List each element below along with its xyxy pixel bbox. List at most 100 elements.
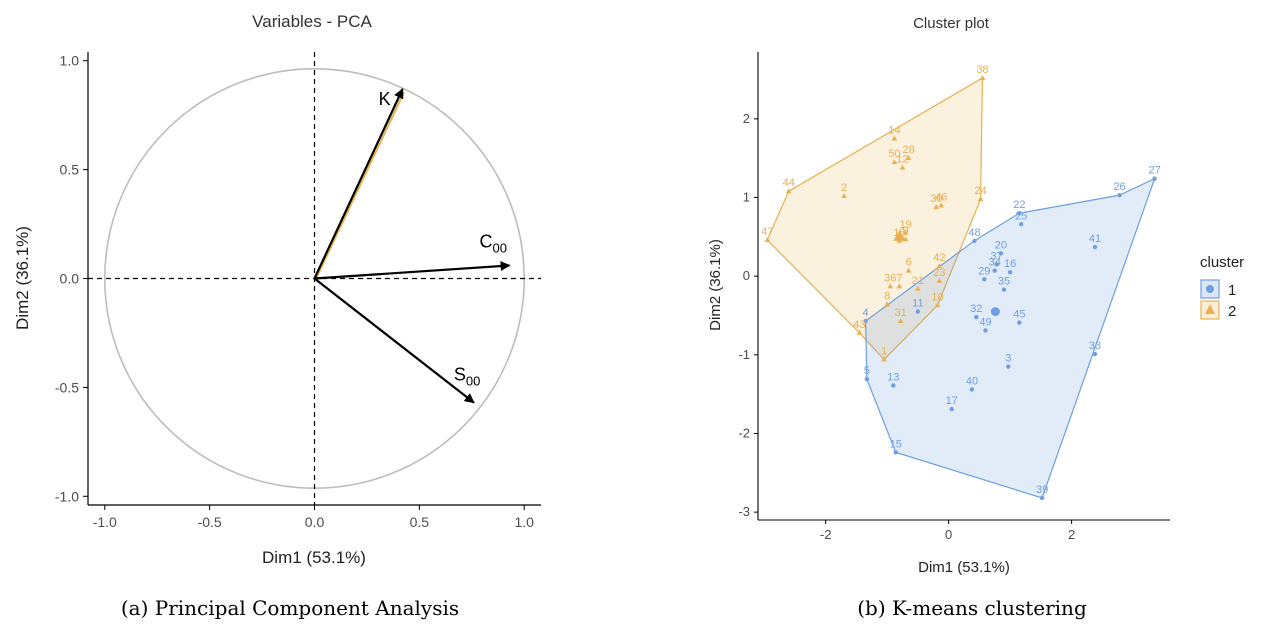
cluster-point-label: 27 [1149, 165, 1161, 177]
caption-a: (a) Principal Component Analysis [121, 596, 459, 620]
cluster-point [1039, 495, 1045, 501]
cluster-point-label: 15 [890, 438, 902, 450]
cluster-point [982, 277, 987, 282]
pca-vector-arrow [313, 88, 404, 279]
cluster-point [1117, 192, 1122, 198]
cluster-point-label: 46 [935, 191, 947, 203]
cluster-point [891, 135, 898, 141]
cluster-point [841, 192, 847, 198]
cluster-point [905, 267, 912, 273]
cluster-point [983, 328, 988, 333]
cluster-point [856, 329, 863, 335]
cluster-point [905, 155, 912, 161]
legend-title: cluster [1200, 254, 1244, 271]
cluster-point-label: 33 [1089, 340, 1101, 352]
legend-label-1: 1 [1228, 282, 1236, 299]
cluster-point-label: 36 [884, 272, 896, 284]
cluster-point [1001, 287, 1007, 292]
cluster-point [891, 383, 896, 388]
cluster-point [893, 450, 898, 455]
cluster-point-label: 24 [974, 185, 986, 197]
cluster-point-label: 44 [783, 177, 795, 189]
cluster-point [974, 314, 979, 320]
pca-vectors: K C00 S00 [313, 88, 511, 404]
cluster-point-label: 49 [979, 316, 991, 328]
cluster-point-label: 25 [1015, 210, 1027, 222]
cluster-point [933, 203, 940, 209]
cluster-point-label: 23 [933, 267, 945, 279]
cluster-point [863, 318, 868, 324]
cluster-y-tick-label: 0 [743, 268, 750, 283]
cluster-point [864, 377, 870, 382]
cluster-x-axis-label: Dim1 (53.1%) [918, 559, 1010, 576]
cluster-x-tick-label: -2 [820, 527, 832, 542]
cluster-point [936, 262, 943, 268]
cluster-y-tick-label: -1 [738, 347, 750, 362]
cluster-point [938, 202, 945, 208]
cluster-point-label: 50 [888, 148, 900, 160]
cluster-point [902, 229, 909, 235]
pca-x-tick-label: 0.0 [305, 514, 325, 530]
legend-label-2: 2 [1228, 303, 1236, 320]
pca-vector-label: C00 [480, 231, 507, 255]
pca-vector-highlight [315, 91, 405, 279]
cluster-center-2 [893, 229, 906, 241]
legend-symbol-circle [1206, 285, 1214, 293]
cluster-point-label: 43 [853, 319, 865, 331]
cluster-point [785, 188, 792, 194]
pca-panel: Variables - PCA -1.0 -0.5 0.0 0.5 1.0 -1.0 -0… [13, 12, 541, 567]
cluster-point-label: 32 [970, 303, 982, 315]
cluster-point [884, 301, 890, 307]
cluster-point [998, 251, 1004, 256]
pca-vector-arrow [313, 277, 475, 404]
cluster-point-label: 16 [1004, 258, 1016, 270]
caption-b: (b) K-means clustering [857, 596, 1087, 620]
cluster-point [949, 406, 954, 412]
cluster-point [994, 262, 999, 267]
cluster-point-label: 5 [864, 365, 870, 377]
cluster-point [934, 302, 941, 308]
pca-title: Variables - PCA [252, 12, 372, 31]
cluster-point-label: 11 [912, 298, 923, 310]
cluster-point-label: 40 [966, 375, 978, 387]
cluster-point-label: 45 [1013, 309, 1025, 321]
cluster-point-label: 37 [990, 250, 1002, 262]
cluster-points: 1245678910111213141516171819202122232425… [761, 64, 1161, 501]
pca-x-tick-label: -1.0 [93, 514, 117, 530]
cluster-point [896, 283, 903, 289]
cluster-point [764, 236, 771, 242]
cluster-point [972, 238, 977, 243]
cluster-point [891, 159, 898, 165]
cluster-point-label: 19 [899, 219, 911, 231]
cluster-y-tick-label: -3 [738, 504, 750, 519]
cluster-point [881, 356, 887, 362]
cluster-point [1007, 270, 1013, 275]
cluster-title: Cluster plot [913, 15, 990, 32]
cluster-point [1092, 351, 1098, 357]
pca-x-ticks: -1.0 -0.5 0.0 0.5 1.0 [93, 505, 534, 530]
cluster-point-label: 7 [896, 272, 902, 284]
cluster-point-label: 22 [1013, 199, 1025, 211]
cluster-point [1018, 222, 1024, 227]
cluster-point-label: 14 [888, 125, 900, 137]
cluster-point-label: 26 [1113, 181, 1125, 193]
cluster-point-label: 12 [896, 154, 908, 166]
cluster-point [969, 387, 975, 392]
cluster-y-tick-label: 2 [743, 111, 750, 126]
pca-y-tick-label: -0.5 [55, 379, 79, 395]
cluster-point-label: 8 [884, 290, 890, 302]
cluster-point [897, 318, 904, 324]
pca-y-tick-label: 0.0 [60, 271, 80, 287]
cluster-legend: cluster 1 2 [1200, 254, 1244, 320]
cluster-point [887, 283, 894, 289]
cluster-point-label: 41 [1089, 233, 1101, 245]
cluster-point-label: 3 [1005, 353, 1011, 365]
cluster-point-label: 10 [931, 291, 943, 303]
cluster-point-label: 20 [995, 239, 1007, 251]
cluster-point-label: 39 [1036, 484, 1048, 496]
cluster-y-axis-label: Dim2 (36.1%) [707, 239, 724, 331]
cluster-point [936, 277, 943, 283]
cluster-x-tick-label: 2 [1068, 527, 1075, 542]
pca-vector-arrow [314, 261, 511, 280]
